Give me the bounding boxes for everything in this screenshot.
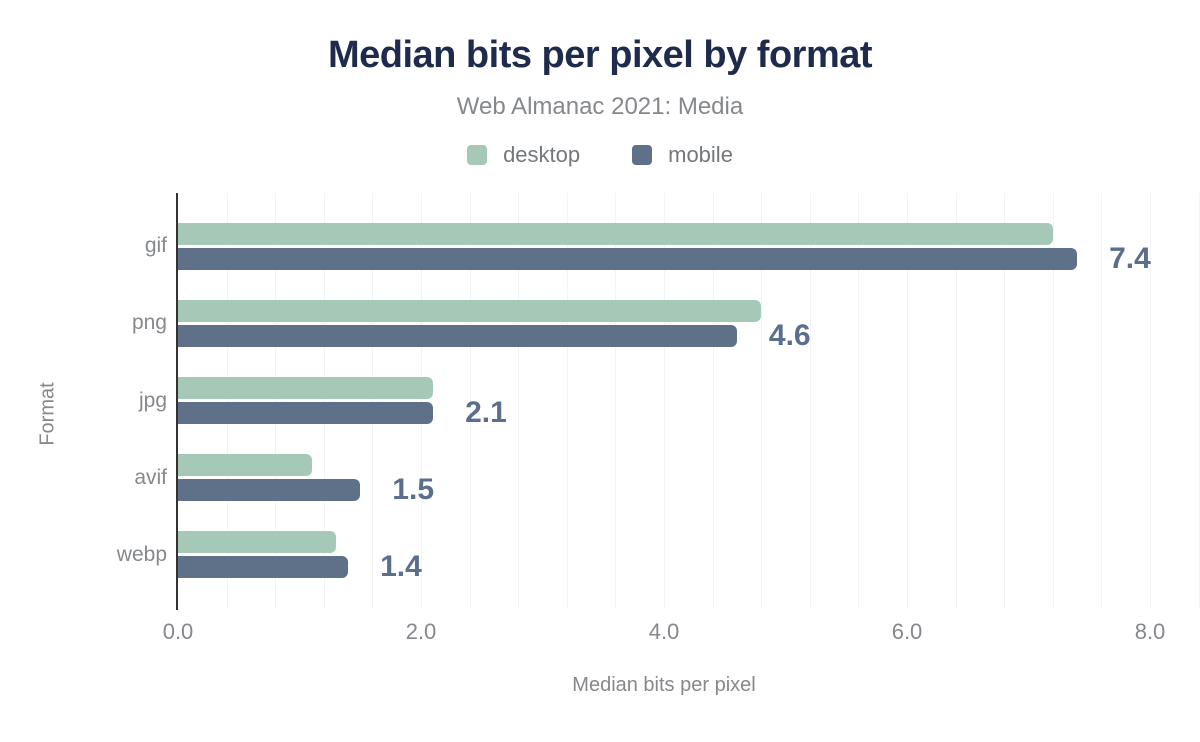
category-label-avif: avif: [134, 465, 167, 489]
y-axis-line: [176, 193, 178, 610]
mobile-swatch-icon: [632, 145, 653, 165]
chart-subtitle: Web Almanac 2021: Media: [456, 93, 744, 120]
legend-item-mobile[interactable]: mobile: [632, 142, 733, 168]
x-tick-8.0: 8.0: [1134, 619, 1166, 644]
category-label-jpg: jpg: [138, 388, 167, 412]
x-axis-ticks: 0.0 2.0 4.0 6.0 8.0: [163, 619, 1166, 645]
gridline: [664, 193, 665, 608]
gridline: [615, 193, 617, 608]
value-label-gif: 7.4: [1109, 241, 1151, 275]
value-label-webp: 1.4: [380, 550, 422, 584]
x-tick-2.0: 2.0: [405, 619, 437, 644]
bar-desktop-jpg[interactable]: [178, 377, 434, 399]
chart-title: Median bits per pixel by format: [327, 34, 873, 76]
x-tick-6.0: 6.0: [891, 619, 923, 644]
value-label-jpg: 2.1: [465, 396, 507, 429]
desktop-swatch-icon: [467, 145, 488, 165]
plot-area: gif 7.4 png 4.6 jpg 2.1 avif 1.5 webp 1.4: [117, 193, 1200, 610]
bar-desktop-webp[interactable]: [178, 531, 336, 554]
gridline: [809, 193, 811, 608]
gridline: [566, 193, 568, 608]
gridline: [372, 193, 374, 608]
bar-desktop-avif[interactable]: [178, 454, 312, 477]
x-tick-0.0: 0.0: [162, 619, 194, 644]
gridline: [518, 193, 520, 608]
legend-item-desktop[interactable]: desktop: [467, 142, 580, 168]
y-axis-title: Format: [36, 382, 59, 446]
bar-mobile-jpg[interactable]: [178, 402, 434, 424]
gridline: [1004, 193, 1006, 608]
gridline: [858, 193, 860, 608]
gridline: [226, 193, 228, 608]
gridline: [1150, 193, 1151, 608]
legend-label-mobile: mobile: [668, 142, 733, 167]
gridline: [712, 193, 714, 608]
legend-label-desktop: desktop: [503, 142, 581, 167]
gridline: [323, 193, 325, 608]
gridline: [469, 193, 471, 608]
bar-desktop-png[interactable]: [178, 299, 762, 322]
x-axis-title: Median bits per pixel: [572, 674, 756, 696]
x-tick-4.0: 4.0: [648, 619, 680, 644]
gridline: [1052, 193, 1054, 608]
bar-mobile-png[interactable]: [178, 324, 737, 347]
gridline: [1198, 193, 1200, 608]
bar-mobile-gif[interactable]: [178, 247, 1078, 270]
category-label-webp: webp: [116, 542, 167, 566]
gridline: [907, 193, 908, 608]
gridline: [275, 193, 277, 608]
bar-desktop-gif[interactable]: [178, 222, 1053, 245]
value-label-png: 4.6: [768, 318, 811, 352]
legend: desktop mobile: [0, 142, 1200, 168]
category-label-png: png: [131, 311, 167, 335]
gridline: [421, 193, 422, 608]
bar-mobile-avif[interactable]: [178, 479, 361, 502]
bar-mobile-webp[interactable]: [178, 556, 349, 579]
gridline: [761, 193, 763, 608]
gridline: [1101, 193, 1103, 608]
category-label-gif: gif: [144, 234, 167, 258]
value-label-avif: 1.5: [392, 473, 435, 507]
gridline: [955, 193, 957, 608]
